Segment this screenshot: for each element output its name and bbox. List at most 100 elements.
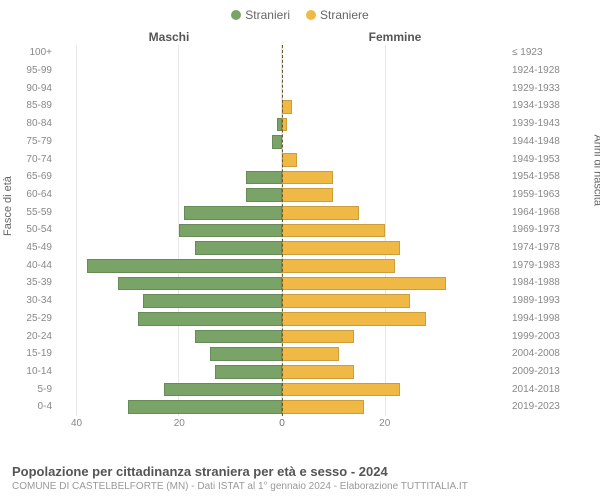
- male-bar: [184, 206, 282, 220]
- birth-label: 1989-1993: [512, 295, 588, 306]
- age-label: 45-49: [8, 242, 52, 253]
- x-tick-right: 20: [379, 418, 390, 429]
- birth-label: 1974-1978: [512, 242, 588, 253]
- birth-label: 1959-1963: [512, 189, 588, 200]
- male-bar: [164, 383, 282, 397]
- age-label: 30-34: [8, 295, 52, 306]
- birth-label: 1964-1968: [512, 207, 588, 218]
- legend-female: Straniere: [306, 8, 369, 22]
- male-bar-wrap: [56, 363, 282, 381]
- male-bar-wrap: [56, 133, 282, 151]
- male-bar: [138, 312, 282, 326]
- birth-label: 1939-1943: [512, 118, 588, 129]
- birth-label: 1994-1998: [512, 313, 588, 324]
- male-bar-wrap: [56, 116, 282, 134]
- female-bar-wrap: [282, 398, 508, 416]
- male-bar-wrap: [56, 151, 282, 169]
- header-female: Femmine: [282, 30, 508, 44]
- female-bar: [282, 383, 400, 397]
- birth-label: 1984-1988: [512, 277, 588, 288]
- age-label: 70-74: [8, 154, 52, 165]
- female-bar-wrap: [282, 292, 508, 310]
- male-bar: [195, 330, 282, 344]
- male-bar: [143, 294, 282, 308]
- female-bar-wrap: [282, 204, 508, 222]
- chart-subtitle: COMUNE DI CASTELBELFORTE (MN) - Dati IST…: [12, 481, 588, 492]
- male-bar-wrap: [56, 345, 282, 363]
- birth-label: 1954-1958: [512, 171, 588, 182]
- age-label: 75-79: [8, 136, 52, 147]
- female-bar: [282, 241, 400, 255]
- male-bar: [87, 259, 282, 273]
- age-label: 65-69: [8, 171, 52, 182]
- male-bar-wrap: [56, 63, 282, 81]
- male-bar: [118, 277, 282, 291]
- male-bar: [179, 224, 282, 238]
- birth-label: 2014-2018: [512, 384, 588, 395]
- female-bar-wrap: [282, 239, 508, 257]
- female-bar: [282, 330, 354, 344]
- male-bar-wrap: [56, 186, 282, 204]
- x-axis: 40200 0 20: [8, 416, 592, 444]
- birth-label: 1934-1938: [512, 100, 588, 111]
- age-label: 0-4: [8, 401, 52, 412]
- age-label: 40-44: [8, 260, 52, 271]
- female-bar-wrap: [282, 275, 508, 293]
- female-bar-wrap: [282, 345, 508, 363]
- age-label: 80-84: [8, 118, 52, 129]
- age-label: 5-9: [8, 384, 52, 395]
- x-tick-left: 40: [71, 418, 82, 429]
- male-bar: [128, 400, 282, 414]
- male-bar-wrap: [56, 45, 282, 63]
- age-label: 90-94: [8, 83, 52, 94]
- birth-label: 2004-2008: [512, 348, 588, 359]
- birth-label: 1929-1933: [512, 83, 588, 94]
- x-axis-left: 40200: [56, 416, 282, 444]
- male-bar-wrap: [56, 398, 282, 416]
- legend-male-label: Stranieri: [245, 8, 290, 22]
- age-label: 55-59: [8, 207, 52, 218]
- female-bar: [282, 171, 333, 185]
- female-bar: [282, 100, 292, 114]
- male-bar: [210, 347, 282, 361]
- female-bar-wrap: [282, 80, 508, 98]
- female-bar: [282, 277, 446, 291]
- female-bar: [282, 365, 354, 379]
- male-bar-wrap: [56, 381, 282, 399]
- y-axis-label-right: Anni di nascita: [592, 134, 600, 206]
- female-bar: [282, 259, 395, 273]
- female-bar-wrap: [282, 186, 508, 204]
- female-bar-wrap: [282, 363, 508, 381]
- birth-label: 1924-1928: [512, 65, 588, 76]
- age-label: 35-39: [8, 277, 52, 288]
- female-bar: [282, 312, 426, 326]
- male-bar-wrap: [56, 98, 282, 116]
- chart-title: Popolazione per cittadinanza straniera p…: [12, 464, 588, 479]
- footer: Popolazione per cittadinanza straniera p…: [12, 464, 588, 492]
- birth-label: 1979-1983: [512, 260, 588, 271]
- female-bar-wrap: [282, 381, 508, 399]
- y-axis-age-labels: 100+95-9990-9485-8980-8475-7970-7465-696…: [8, 44, 56, 416]
- male-bar-wrap: [56, 239, 282, 257]
- age-label: 20-24: [8, 331, 52, 342]
- legend-male: Stranieri: [231, 8, 290, 22]
- age-label: 60-64: [8, 189, 52, 200]
- age-label: 95-99: [8, 65, 52, 76]
- population-pyramid-chart: Fasce di età Anni di nascita Stranieri S…: [0, 0, 600, 500]
- female-bar: [282, 153, 297, 167]
- female-bar: [282, 206, 359, 220]
- y-axis-label-left: Fasce di età: [2, 176, 14, 236]
- header-male: Maschi: [56, 30, 282, 44]
- female-bar: [282, 347, 339, 361]
- age-label: 100+: [8, 47, 52, 58]
- age-label: 15-19: [8, 348, 52, 359]
- male-bar-wrap: [56, 328, 282, 346]
- female-bar-wrap: [282, 222, 508, 240]
- column-headers: Maschi Femmine: [8, 30, 592, 44]
- male-bar-wrap: [56, 257, 282, 275]
- y-axis-birth-labels: ≤ 19231924-19281929-19331934-19381939-19…: [508, 44, 588, 416]
- x-tick-right: 0: [279, 418, 285, 429]
- x-axis-right: 0 20: [282, 416, 508, 444]
- female-bar-wrap: [282, 116, 508, 134]
- legend-male-swatch: [231, 10, 241, 20]
